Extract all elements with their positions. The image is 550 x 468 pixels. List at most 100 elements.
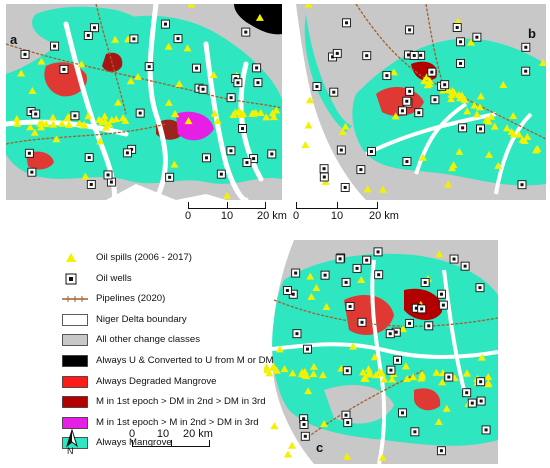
oil-well-marker [299, 420, 309, 429]
spills-layer-c [264, 250, 493, 461]
oil-well-marker [402, 96, 412, 106]
panel-label-b: b [528, 26, 536, 41]
oil-spill-marker [463, 107, 472, 115]
legend-swatch [62, 416, 88, 429]
oil-well-marker [472, 32, 482, 42]
oil-spill-marker [365, 370, 374, 378]
oil-spill-marker [75, 119, 84, 127]
oil-spill-marker [363, 185, 372, 193]
oil-well-marker [84, 153, 94, 163]
oil-well-marker [320, 270, 330, 280]
oil-spill-marker [403, 375, 412, 383]
oil-spill-marker [371, 371, 380, 379]
oil-spill-marker [209, 70, 218, 78]
oil-spill-marker [485, 150, 494, 158]
oil-spill-marker [119, 114, 128, 122]
oil-spill-marker [133, 72, 142, 80]
oil-well-marker [89, 23, 99, 33]
mangrove-north-a [32, 6, 147, 51]
oil-well-marker [242, 158, 252, 167]
oil-well-marker [252, 63, 262, 73]
oil-spill-marker [170, 160, 179, 168]
oil-spill-marker [13, 119, 22, 127]
oil-spill-marker [358, 368, 367, 376]
oil-spill-marker [255, 13, 264, 21]
oil-well-marker [405, 86, 415, 96]
map-legend: Oil spills (2006 - 2017) Oil wells Pipelin… [62, 248, 274, 454]
oil-spill-marker [309, 362, 318, 370]
oil-spill-marker [187, 4, 196, 8]
oil-spill-marker [409, 373, 418, 381]
oil-spill-marker [420, 77, 429, 85]
oil-well-marker [438, 300, 448, 310]
oil-spill-marker [378, 453, 387, 461]
oil-well-marker [340, 183, 350, 192]
oil-spill-marker [270, 422, 279, 430]
oil-spill-marker [364, 365, 373, 373]
legend-label: Oil spills (2006 - 2017) [96, 252, 192, 263]
oil-well-marker [343, 418, 353, 428]
scale-label-0: 0 [128, 428, 136, 440]
oil-well-marker [424, 321, 434, 331]
oil-spill-marker [494, 161, 503, 169]
oil-spill-marker [236, 109, 245, 117]
legend-swatch [62, 396, 88, 409]
oil-well-marker [373, 247, 383, 257]
scale-label-0: 0 [292, 210, 300, 222]
oil-spill-marker [338, 128, 347, 136]
legend-swatch [62, 296, 88, 303]
oil-spill-marker [357, 276, 366, 284]
oil-spill-marker [422, 73, 431, 81]
oil-well-marker [103, 170, 113, 180]
legend-label: Always U & Converted to U from M or DM [96, 354, 274, 366]
mdm-patch-a [176, 111, 214, 141]
oil-well-marker [476, 124, 485, 134]
oil-spill-marker [175, 80, 184, 88]
oil-well-marker [253, 78, 263, 88]
oil-well-marker [462, 388, 472, 398]
legend-label: Always Degraded Mangrove [96, 375, 217, 387]
oil-spill-marker [95, 115, 104, 123]
oil-spill-marker [307, 292, 316, 300]
scale-label-10: 10 [156, 428, 170, 440]
oil-well-marker [31, 109, 41, 119]
legend-label: M in 1st epoch > M in 2nd > DM in 3rd [96, 416, 259, 428]
legend-swatch [62, 355, 88, 367]
oil-well-marker [282, 286, 292, 295]
oil-spill-marker [37, 123, 46, 131]
oil-well-marker [319, 164, 329, 174]
oil-well-marker [405, 25, 415, 35]
oil-spill-marker [283, 450, 292, 458]
oil-spill-marker [265, 369, 274, 377]
legend-item: Always Degraded Mangrove [62, 372, 272, 393]
oil-spill-marker [96, 137, 105, 145]
legend-item: Pipelines (2020) [62, 289, 272, 310]
oil-spill-marker [361, 374, 370, 382]
oil-spill-marker [28, 87, 37, 95]
oil-well-marker [481, 425, 491, 435]
oil-spill-marker [79, 121, 88, 129]
oil-well-marker [135, 108, 145, 118]
legend-item: Always Mangrove [62, 433, 272, 454]
oil-spill-marker [343, 452, 352, 460]
oil-spill-marker [518, 135, 527, 143]
oil-well-marker [414, 108, 424, 118]
legend-item: All other change classes [62, 330, 272, 351]
oil-spill-marker [280, 365, 289, 373]
oil-spill-marker [100, 112, 109, 120]
oil-spill-marker [301, 141, 310, 149]
oil-well-marker [517, 180, 527, 190]
oil-spill-marker [398, 325, 407, 333]
legend-label: All other change classes [96, 334, 200, 346]
oil-well-marker [393, 355, 402, 365]
oil-well-marker [352, 263, 362, 273]
oil-spill-marker [17, 69, 26, 77]
oil-spill-marker [264, 366, 270, 374]
oil-spill-marker [184, 117, 193, 125]
oil-well-marker [420, 277, 430, 287]
oil-well-marker [402, 157, 412, 167]
oil-spill-marker [349, 342, 358, 350]
scale-tick [337, 202, 338, 208]
scale-tick [171, 440, 172, 446]
oil-well-marker [409, 51, 419, 60]
